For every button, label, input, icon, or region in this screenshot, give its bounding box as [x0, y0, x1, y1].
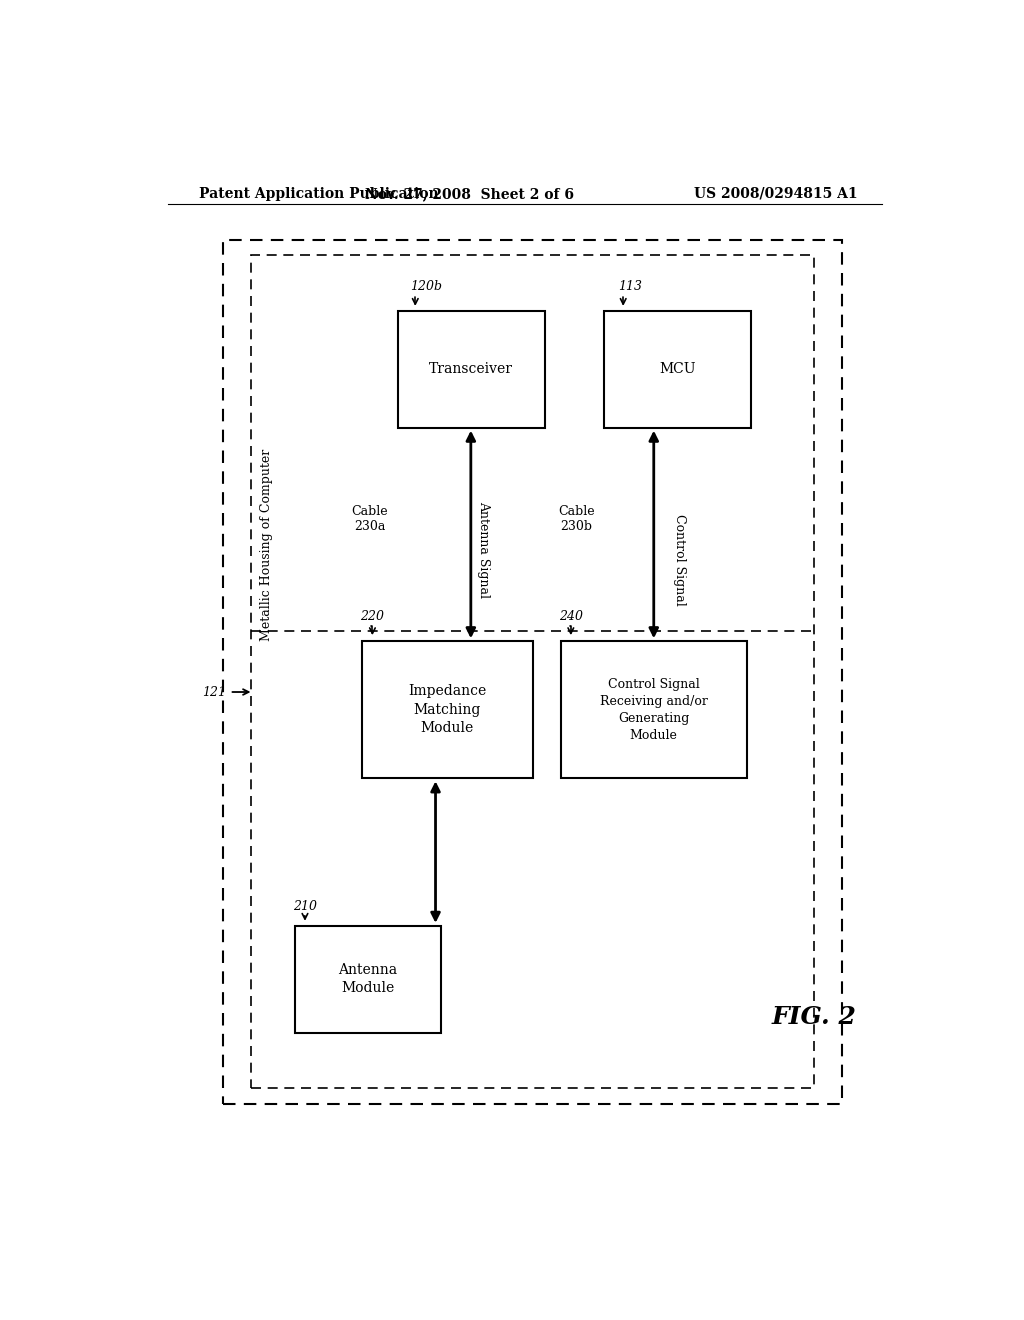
Text: Patent Application Publication: Patent Application Publication — [200, 187, 439, 201]
Bar — [295, 925, 441, 1032]
Bar — [223, 240, 842, 1104]
Text: Impedance
Matching
Module: Impedance Matching Module — [409, 684, 486, 735]
Bar — [560, 642, 748, 779]
Text: MCU: MCU — [659, 362, 696, 376]
Text: Control Signal
Receiving and/or
Generating
Module: Control Signal Receiving and/or Generati… — [600, 677, 708, 742]
Bar — [397, 312, 545, 428]
Text: 121: 121 — [202, 685, 225, 698]
Text: Antenna
Module: Antenna Module — [339, 964, 397, 995]
Text: Metallic Housing of Computer: Metallic Housing of Computer — [260, 449, 273, 640]
Text: Cable
230b: Cable 230b — [558, 506, 595, 533]
Text: 120b: 120b — [410, 280, 441, 293]
Text: 240: 240 — [559, 610, 583, 623]
Bar — [362, 642, 532, 779]
Text: Transceiver: Transceiver — [429, 362, 513, 376]
Text: Control Signal: Control Signal — [673, 513, 686, 606]
Text: Antenna Signal: Antenna Signal — [477, 502, 490, 598]
Text: Nov. 27, 2008  Sheet 2 of 6: Nov. 27, 2008 Sheet 2 of 6 — [365, 187, 573, 201]
Text: Cable
230a: Cable 230a — [351, 506, 388, 533]
Text: 210: 210 — [293, 899, 317, 912]
Text: US 2008/0294815 A1: US 2008/0294815 A1 — [694, 187, 858, 201]
Bar — [251, 255, 814, 1089]
Bar — [604, 312, 751, 428]
Text: FIG. 2: FIG. 2 — [772, 1006, 857, 1030]
Text: 113: 113 — [617, 280, 642, 293]
Text: 220: 220 — [360, 610, 385, 623]
